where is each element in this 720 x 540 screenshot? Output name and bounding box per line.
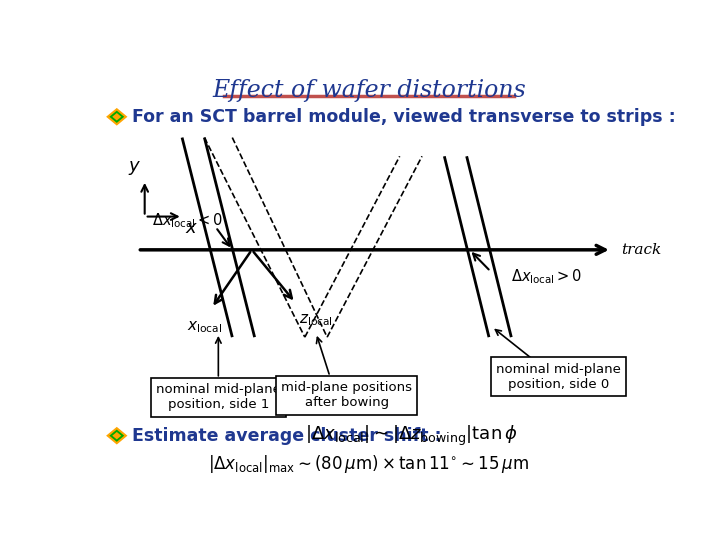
Text: nominal mid-plane
position, side 1: nominal mid-plane position, side 1 [156, 383, 281, 411]
Text: $x$: $x$ [186, 219, 199, 237]
Text: $y$: $y$ [128, 159, 141, 177]
Polygon shape [108, 109, 126, 124]
Polygon shape [112, 432, 121, 440]
Polygon shape [112, 113, 121, 120]
Polygon shape [108, 428, 126, 443]
Text: track: track [621, 243, 662, 257]
Text: $z_{\mathrm{local}}$: $z_{\mathrm{local}}$ [300, 312, 333, 328]
Text: Estimate average cluster shift :: Estimate average cluster shift : [132, 427, 441, 445]
Text: $|\Delta x_{\mathrm{local}}|_{\mathrm{max}} \sim (80\,\mu\mathrm{m}) \times \tan: $|\Delta x_{\mathrm{local}}|_{\mathrm{ma… [208, 453, 530, 475]
Text: nominal mid-plane
position, side 0: nominal mid-plane position, side 0 [496, 363, 621, 390]
Text: For an SCT barrel module, viewed transverse to strips :: For an SCT barrel module, viewed transve… [132, 108, 675, 126]
Text: Effect of wafer distortions: Effect of wafer distortions [212, 79, 526, 103]
Text: mid-plane positions
after bowing: mid-plane positions after bowing [282, 381, 412, 409]
Text: $x_{\mathrm{local}}$: $x_{\mathrm{local}}$ [186, 319, 222, 335]
Text: $|\Delta x_{\mathrm{local}}| \sim |\Delta z_{\mathrm{bowing}}| \tan \phi$: $|\Delta x_{\mathrm{local}}| \sim |\Delt… [305, 423, 517, 448]
Text: $\Delta x_{\mathrm{local}} < 0$: $\Delta x_{\mathrm{local}} < 0$ [152, 211, 223, 230]
Text: $\Delta x_{\mathrm{local}} > 0$: $\Delta x_{\mathrm{local}} > 0$ [511, 267, 582, 286]
